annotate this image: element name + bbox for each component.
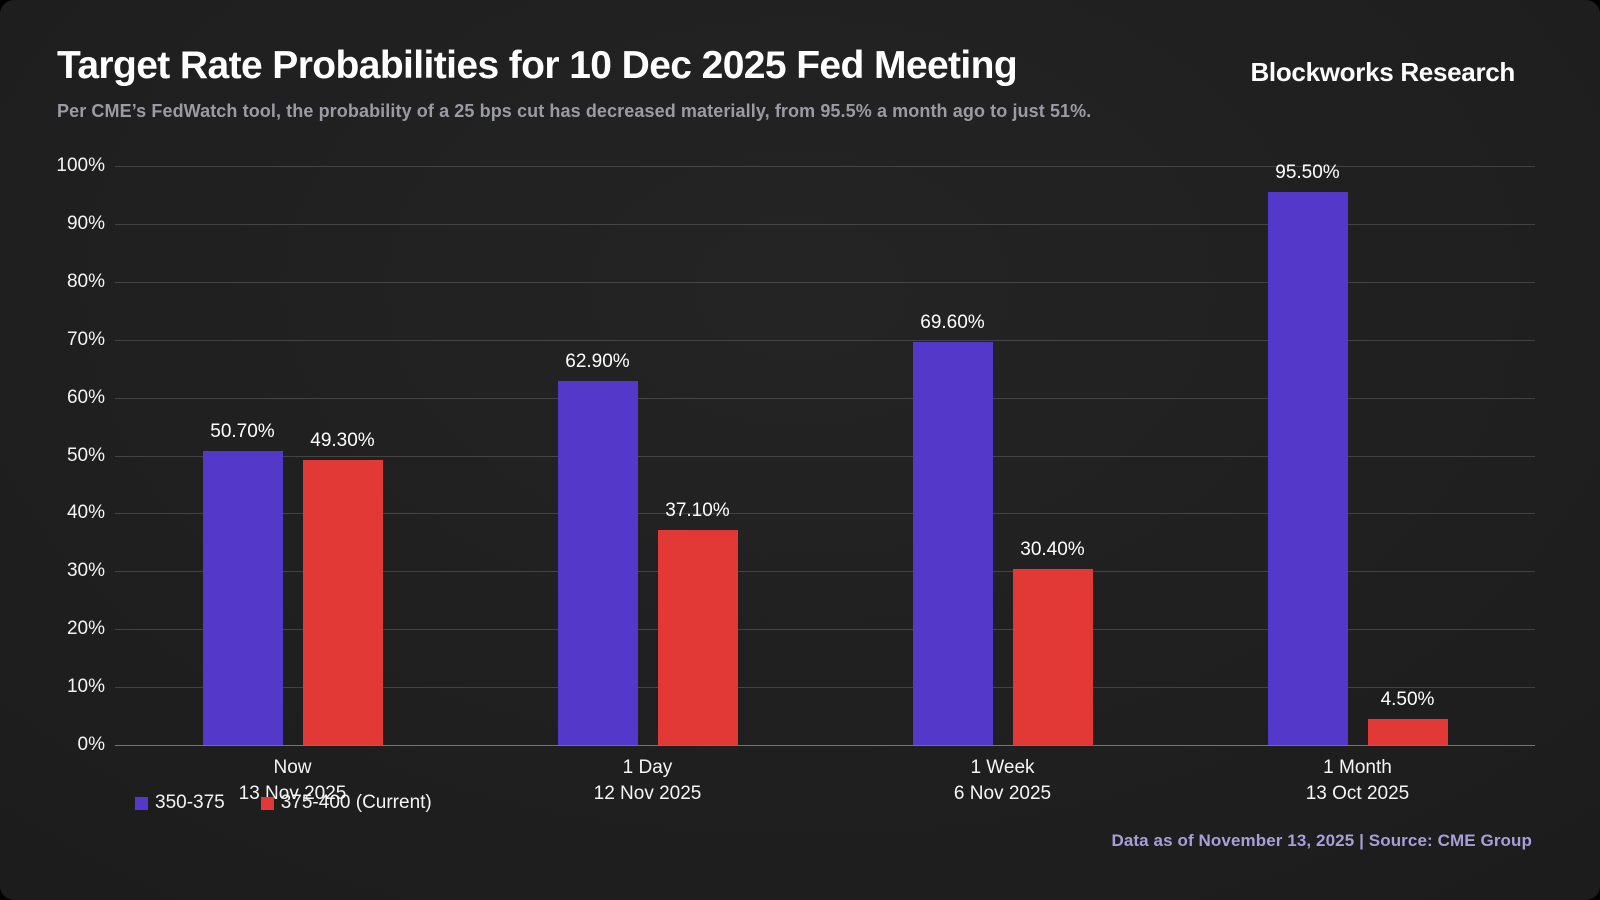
bar-value-label: 95.50%: [1275, 162, 1340, 184]
bar-350-375-1-Month: [1267, 192, 1348, 745]
gridline-80: [115, 281, 1535, 283]
legend-label: 375-400 (Current): [280, 792, 432, 813]
x-tick-period: 1 Day: [622, 757, 673, 778]
y-tick-label-70: 70%: [66, 328, 105, 350]
x-tick-label-1-Day: 1 Day 12 Nov 2025: [488, 755, 808, 807]
source-note: Data as of November 13, 2025 | Source: C…: [1111, 831, 1532, 850]
gridline-40: [115, 513, 1535, 515]
gridline-70: [115, 339, 1535, 341]
y-tick-label-30: 30%: [66, 560, 105, 582]
legend-label: 350-375: [155, 792, 225, 813]
y-tick-label-40: 40%: [66, 502, 105, 524]
legend-swatch-red: [260, 796, 274, 810]
y-tick-label-20: 20%: [66, 618, 105, 640]
bar-value-label: 37.10%: [665, 500, 730, 522]
x-tick-period: 1 Month: [1323, 757, 1392, 778]
legend: 350-375 375-400 (Current): [135, 792, 432, 814]
gridline-50: [115, 455, 1535, 457]
bar-value-label: 62.90%: [565, 350, 630, 372]
bar-value-label: 69.60%: [920, 312, 985, 334]
y-tick-label-0: 0%: [77, 734, 105, 755]
x-tick-period: Now: [273, 757, 312, 778]
bar-375-400-(Current)-1-Month: [1367, 718, 1448, 745]
x-tick-period: 1 Week: [970, 757, 1035, 778]
legend-item-350-375: 350-375: [135, 792, 225, 814]
gridline-10: [115, 687, 1535, 689]
chart-subtitle: Per CME’s FedWatch tool, the probability…: [57, 101, 1092, 121]
y-tick-label-90: 90%: [66, 212, 105, 234]
bar-375-400-(Current)-1-Week: [1012, 568, 1093, 745]
bar-375-400-(Current)-Now: [302, 459, 383, 745]
x-tick-date: 6 Nov 2025: [953, 783, 1052, 804]
y-tick-label-10: 10%: [66, 676, 105, 698]
x-tick-date: 12 Nov 2025: [593, 783, 702, 804]
plot-area: 50.70% 49.30% 62.90% 37.10% 69.60% 30.40% 95.5…: [115, 162, 1535, 746]
gridline-30: [115, 571, 1535, 573]
bar-value-label: 4.50%: [1380, 688, 1435, 710]
brand-logo-text: Blockworks Research: [1250, 57, 1515, 87]
bar-350-375-Now: [202, 451, 283, 745]
legend-item-375-400: 375-400 (Current): [260, 792, 432, 814]
gridline-100: [115, 166, 1535, 167]
x-tick-label-1-Week: 1 Week 6 Nov 2025: [843, 755, 1163, 807]
gridline-0: [115, 745, 1535, 746]
legend-swatch-purple: [135, 796, 148, 810]
y-tick-label-60: 60%: [66, 386, 105, 408]
y-tick-label-100: 100%: [56, 155, 105, 176]
x-tick-label-1-Month: 1 Month 13 Oct 2025: [1198, 755, 1518, 807]
bar-350-375-1-Week: [912, 342, 993, 745]
bar-value-label: 30.40%: [1020, 538, 1085, 560]
y-tick-label-50: 50%: [66, 444, 105, 466]
bar-value-label: 50.70%: [210, 421, 275, 443]
gridline-60: [115, 397, 1535, 399]
bar-375-400-(Current)-1-Day: [657, 530, 738, 745]
x-tick-date: 13 Oct 2025: [1305, 783, 1410, 804]
chart-title: Target Rate Probabilities for 10 Dec 202…: [57, 44, 1018, 87]
gridline-90: [115, 223, 1535, 225]
bar-value-label: 49.30%: [310, 429, 375, 451]
gridline-20: [115, 629, 1535, 631]
bar-350-375-1-Day: [557, 380, 638, 745]
y-tick-label-80: 80%: [66, 270, 105, 292]
